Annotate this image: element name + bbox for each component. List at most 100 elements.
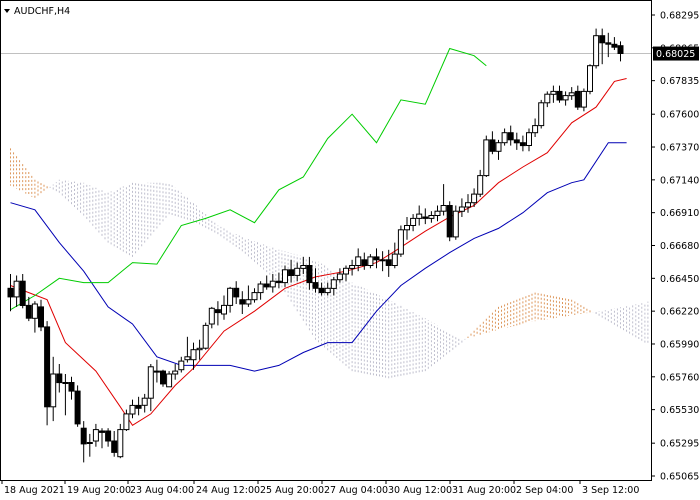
candle-body (25, 304, 32, 319)
price-tick-label: 0.66220 (660, 307, 699, 318)
candle (580, 88, 587, 112)
candle-body (19, 280, 26, 307)
candle (214, 301, 221, 326)
candle-body (288, 269, 295, 276)
candle (50, 356, 57, 422)
candle-body (471, 193, 478, 204)
candle (282, 265, 288, 287)
current-price-label-bg (653, 46, 699, 61)
candle (465, 194, 471, 213)
candle-body (99, 430, 105, 433)
candle-body (587, 65, 593, 92)
candle (202, 322, 209, 350)
candle (306, 256, 313, 290)
candle (117, 423, 124, 459)
candle (599, 28, 606, 65)
candle (13, 275, 20, 307)
candle (221, 295, 227, 320)
candle-body (123, 413, 130, 431)
candle-body (160, 370, 166, 385)
candle-body (269, 280, 276, 288)
candle (434, 205, 441, 222)
candle (617, 41, 624, 62)
candle-body (379, 259, 386, 262)
candle-body (178, 360, 185, 371)
candle-body (117, 429, 124, 458)
candle (538, 99, 545, 129)
candle-body (599, 35, 606, 44)
candle (440, 184, 447, 216)
candle-body (367, 256, 374, 266)
candle-body (355, 256, 362, 266)
candle-body (31, 303, 38, 319)
candle-body (275, 280, 282, 284)
candles (7, 28, 624, 463)
candle-body (465, 202, 471, 208)
candle (471, 188, 478, 207)
candle (275, 272, 282, 289)
candle-body (526, 132, 532, 146)
candle (269, 274, 276, 293)
price-tick-label: 0.65990 (660, 339, 699, 350)
candle-body (135, 404, 142, 409)
candle-body (404, 225, 410, 231)
candle (526, 128, 532, 152)
candle-body (336, 273, 343, 281)
symbol-label[interactable]: AUDCHF,H4 (4, 6, 70, 17)
dropdown-triangle-icon[interactable] (4, 9, 10, 13)
candle (391, 242, 398, 269)
candle-body (617, 45, 624, 55)
candle-body (13, 280, 20, 298)
candle (99, 428, 105, 449)
candle (178, 356, 185, 373)
candle-body (86, 442, 93, 444)
time-tick-label: 25 Aug 20:00 (260, 485, 324, 496)
candle (251, 288, 258, 303)
candle-body (349, 265, 356, 269)
candle-body (580, 90, 587, 108)
candle-body (574, 90, 581, 108)
candle-body (385, 259, 392, 266)
candle (318, 282, 325, 296)
time-tick-label: 18 Aug 2021 (4, 485, 65, 496)
candle-body (593, 35, 600, 67)
candle (166, 371, 173, 388)
price-tick-label: 0.67600 (660, 110, 699, 121)
price-tick-label: 0.67370 (660, 143, 699, 154)
candle (458, 198, 465, 217)
candle-body (111, 440, 118, 453)
candle (38, 299, 44, 332)
candle (141, 393, 148, 413)
candle (257, 281, 264, 300)
candle (233, 281, 240, 304)
price-axis[interactable]: 0.682950.680650.678350.676000.673700.671… (651, 11, 699, 483)
candle (123, 409, 130, 431)
time-tick-label: 27 Aug 04:00 (324, 485, 388, 496)
candle (519, 135, 526, 152)
price-tick-label: 0.68295 (660, 11, 699, 22)
candle-body (556, 90, 563, 101)
candle-body (208, 307, 215, 325)
candle (379, 251, 386, 272)
candle (160, 369, 166, 387)
candle (422, 208, 429, 225)
candle-body (38, 306, 44, 328)
candle-body (263, 283, 270, 288)
candle-body (7, 287, 14, 298)
candle (568, 87, 575, 100)
candle-body (550, 90, 557, 95)
candle (56, 364, 63, 393)
candle (593, 28, 600, 69)
time-tick-label: 2 Sep 04:00 (516, 485, 573, 496)
candle-body (532, 125, 539, 134)
candle-body (306, 265, 313, 284)
candle-body (605, 42, 612, 45)
candle-body (251, 292, 258, 301)
kijun-sen-line (10, 142, 627, 372)
price-tick-label: 0.67835 (660, 76, 699, 87)
candle-body (141, 397, 148, 406)
candle (513, 132, 520, 150)
